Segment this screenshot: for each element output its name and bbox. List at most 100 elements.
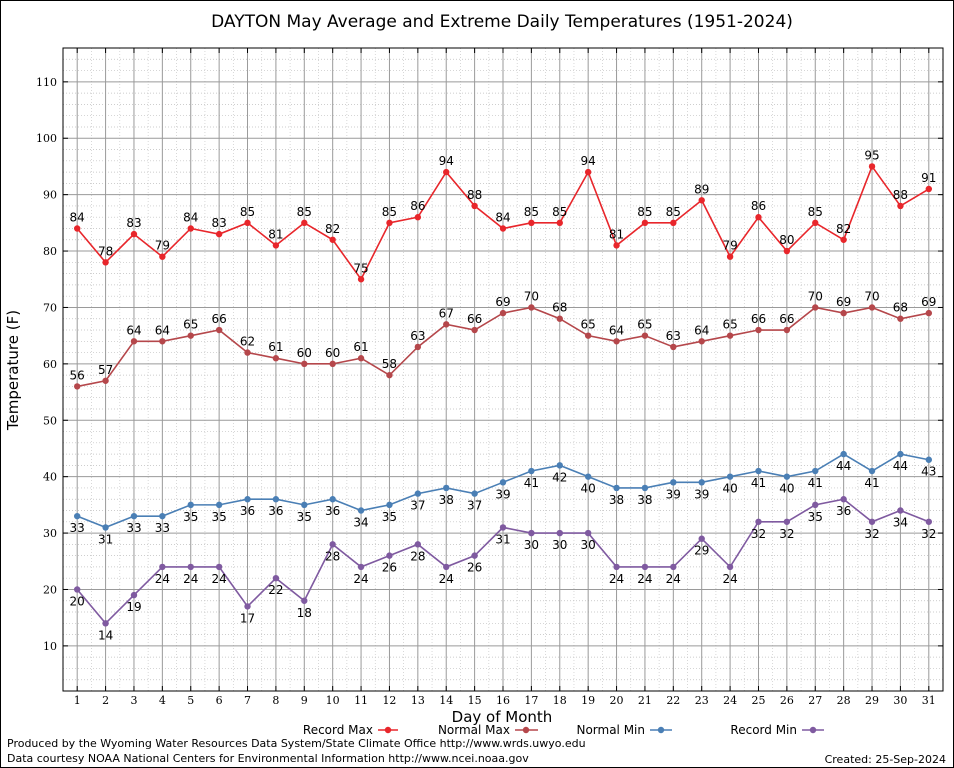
record-min-point: [698, 535, 705, 542]
record-max-data-label: 85: [297, 205, 312, 219]
x-tick-label: 16: [496, 694, 510, 707]
x-tick-label: 11: [354, 694, 368, 707]
normal-max-data-label: 63: [410, 329, 425, 343]
record-min-data-label: 30: [524, 538, 539, 552]
x-tick-label: 12: [382, 694, 396, 707]
normal-max-data-label: 65: [637, 318, 652, 332]
normal-min-data-label: 35: [211, 510, 226, 524]
created-date: Created: 25-Sep-2024: [824, 753, 946, 766]
normal-min-point: [73, 512, 81, 520]
normal-min-point: [641, 484, 649, 492]
normal-min-data-label: 40: [779, 482, 794, 496]
record-max-data-label: 82: [325, 222, 340, 236]
normal-min-data-label: 38: [439, 493, 454, 507]
normal-max-data-label: 66: [779, 312, 794, 326]
record-min-data-label: 29: [694, 544, 709, 558]
record-min-data-label: 18: [297, 606, 312, 620]
record-max-point: [812, 219, 819, 227]
record-max-point: [840, 236, 847, 243]
normal-min-data-label: 38: [637, 493, 652, 507]
record-max-point: [443, 168, 450, 176]
record-min-data-label: 34: [893, 516, 908, 530]
x-tick-label: 25: [751, 694, 765, 707]
record-min-point: [272, 574, 280, 582]
normal-max-data-label: 56: [70, 368, 85, 382]
record-max-point: [528, 219, 535, 227]
normal-min-point: [272, 496, 280, 503]
normal-max-data-label: 61: [268, 340, 283, 354]
normal-max-point: [272, 355, 280, 362]
record-max-point: [698, 197, 705, 204]
normal-min-point: [244, 496, 251, 503]
x-tick-label: 27: [808, 694, 822, 707]
normal-max-data-label: 64: [694, 323, 709, 337]
legend-marker-normal-min: [657, 726, 665, 734]
record-min-point: [73, 586, 81, 593]
normal-max-data-label: 61: [353, 340, 368, 354]
record-max-data-label: 89: [694, 182, 709, 196]
normal-max-data-label: 69: [836, 295, 851, 309]
y-tick-label: 30: [43, 527, 57, 540]
normal-max-point: [726, 332, 734, 339]
normal-min-point: [528, 467, 535, 475]
normal-max-data-label: 58: [382, 357, 397, 371]
normal-min-point: [329, 496, 336, 503]
y-tick-label: 70: [43, 301, 57, 314]
x-tick-label: 15: [468, 694, 482, 707]
record-max-data-label: 85: [552, 205, 567, 219]
record-max-data-label: 83: [211, 216, 226, 230]
x-tick-label: 22: [666, 694, 680, 707]
data-courtesy-text: Data courtesy NOAA National Centers for …: [7, 752, 529, 765]
record-max-point: [272, 242, 280, 249]
record-min-data-label: 24: [155, 572, 170, 586]
normal-max-data-label: 67: [439, 306, 454, 320]
record-max-data-label: 79: [155, 239, 170, 253]
record-min-point: [471, 552, 478, 559]
record-max-point: [556, 219, 563, 227]
normal-min-data-label: 39: [666, 487, 681, 501]
normal-max-point: [812, 304, 819, 311]
record-max-data-label: 80: [779, 233, 794, 247]
normal-min-data-label: 33: [126, 521, 141, 535]
record-min-data-label: 24: [353, 572, 368, 586]
record-min-data-label: 24: [183, 572, 198, 586]
record-min-point: [726, 563, 734, 571]
record-min-data-label: 30: [552, 538, 567, 552]
normal-max-data-label: 70: [808, 289, 823, 303]
normal-max-point: [670, 343, 677, 351]
normal-max-point: [641, 332, 649, 339]
record-max-data-label: 94: [439, 154, 454, 168]
record-max-point: [613, 242, 620, 249]
record-max-data-label: 85: [240, 205, 255, 219]
record-min-data-label: 26: [467, 561, 482, 575]
normal-max-data-label: 63: [666, 329, 681, 343]
normal-min-point: [187, 501, 194, 509]
normal-max-data-label: 64: [155, 323, 170, 337]
record-max-point: [130, 230, 138, 238]
record-min-point: [840, 496, 847, 503]
record-min-data-label: 24: [666, 572, 681, 586]
normal-min-data-label: 43: [921, 465, 936, 479]
record-max-point: [641, 219, 649, 227]
normal-min-point: [301, 501, 308, 509]
normal-min-data-label: 31: [98, 532, 113, 546]
record-max-data-label: 84: [183, 210, 198, 224]
normal-min-point: [159, 512, 166, 520]
normal-min-data-label: 41: [864, 476, 879, 490]
normal-min-data-label: 36: [240, 504, 255, 518]
record-max-point: [755, 214, 762, 221]
normal-max-data-label: 65: [581, 318, 596, 332]
normal-min-data-label: 33: [70, 521, 85, 535]
normal-max-point: [244, 349, 251, 356]
x-tick-label: 28: [837, 694, 851, 707]
normal-max-data-label: 57: [98, 363, 113, 377]
normal-min-point: [755, 467, 762, 475]
record-max-data-label: 85: [637, 205, 652, 219]
y-tick-label: 110: [36, 76, 57, 89]
normal-max-data-label: 68: [893, 301, 908, 315]
record-min-point: [443, 563, 450, 571]
record-max-data-label: 85: [666, 205, 681, 219]
record-min-data-label: 28: [325, 549, 340, 563]
record-min-data-label: 28: [410, 549, 425, 563]
x-tick-label: 18: [553, 694, 567, 707]
